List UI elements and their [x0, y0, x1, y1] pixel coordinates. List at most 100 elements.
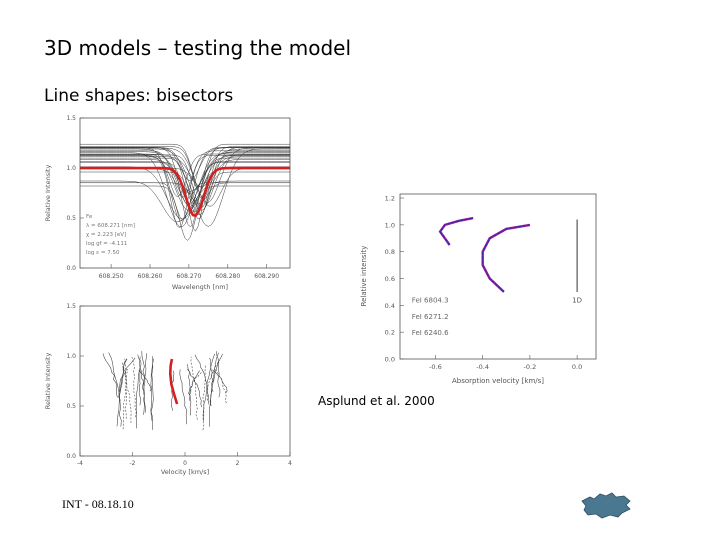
observed-bisector — [438, 216, 474, 246]
y-tick-label: 1.2 — [385, 195, 395, 203]
model-profile-line — [80, 143, 290, 188]
line-parameter-annotation: χ = 2.223 [eV] — [86, 232, 126, 238]
model-bisector-line — [209, 353, 223, 406]
line-id-label: FeI 6804.3 — [412, 297, 449, 305]
model-profile-line — [80, 154, 290, 209]
model-bisector-line — [135, 356, 141, 429]
x-tick-label: -0.6 — [429, 363, 442, 371]
y-tick-label: 0.4 — [385, 302, 395, 310]
y-axis-label: Relative intensity — [360, 246, 368, 307]
line-parameter-annotation: Fe — [86, 214, 93, 220]
y-tick-label: 1.5 — [66, 303, 76, 310]
x-tick-label: 608.250 — [99, 273, 124, 280]
model-profile-line — [80, 161, 290, 205]
x-tick-label: 2 — [236, 460, 240, 467]
reference-label: 1D — [572, 297, 582, 305]
model-bisector-line — [179, 369, 188, 425]
bisector-comparison-chart: -0.6 -0.4 -0.2 0.0 0.0 0.2 0.4 0.6 0.8 1.0 1.2 1D F… — [360, 193, 597, 385]
model-profile-line — [80, 153, 290, 197]
line-id-label: FeI 6271.2 — [412, 313, 449, 321]
model-bisector — [439, 217, 474, 246]
x-axis-label: Wavelength [nm] — [172, 283, 228, 291]
model-bisector-line — [170, 370, 175, 411]
x-tick-label: 0.0 — [572, 363, 582, 371]
model-profile-line — [80, 146, 290, 199]
model-profile-line — [80, 171, 290, 220]
y-tick-label: 1.0 — [66, 165, 76, 172]
y-tick-label: 0.2 — [385, 329, 395, 337]
model-bisector-line — [186, 368, 202, 408]
model-bisector-line — [131, 357, 137, 418]
model-bisector-line — [209, 357, 214, 392]
y-tick-label: 0.5 — [66, 215, 76, 222]
y-tick-label: 0.0 — [66, 265, 76, 272]
model-bisector-line — [123, 358, 127, 419]
model-profile-line — [80, 148, 290, 192]
model-bisector — [482, 224, 530, 293]
figure-credit: Asplund et al. 2000 — [318, 394, 435, 408]
footer-text: INT - 08.18.10 — [62, 497, 134, 511]
plot-frame — [399, 193, 597, 360]
y-tick-label: 0.0 — [385, 356, 395, 364]
highlight-bisector — [168, 358, 179, 405]
x-axis-label: Absorption velocity [km/s] — [452, 377, 544, 385]
logo-icon — [581, 492, 631, 519]
model-bisector-line — [150, 356, 154, 430]
model-bisector-line — [189, 370, 204, 395]
model-bisector-line — [141, 351, 146, 413]
model-bisector-line — [108, 352, 122, 427]
y-tick-label: 0.6 — [385, 275, 395, 283]
model-profile-line — [80, 185, 290, 241]
model-bisector-line — [150, 358, 154, 421]
line-parameter-annotation: log gf = -4.111 — [86, 241, 127, 247]
plot-frame — [79, 117, 291, 269]
slide-subtitle: Line shapes: bisectors — [44, 86, 234, 106]
y-tick-label: 1.0 — [385, 221, 395, 229]
model-bisector-line — [118, 357, 136, 397]
y-tick-label: 0.0 — [66, 453, 76, 460]
model-bisector-line — [137, 354, 145, 396]
line-parameter-annotation: log ε = 7.50 — [86, 250, 120, 256]
line-parameter-annotation: λ = 608.271 [nm] — [86, 223, 135, 229]
model-profile-line — [80, 146, 290, 215]
x-tick-label: -0.2 — [524, 363, 537, 371]
slide-title: 3D models – testing the model — [44, 36, 352, 60]
model-profile-line — [80, 182, 290, 205]
model-bisector-line — [216, 351, 221, 398]
highlight-profile — [80, 166, 290, 218]
model-bisector-line — [116, 358, 127, 427]
x-tick-label: -4 — [77, 460, 83, 467]
x-axis-label: Velocity [km/s] — [161, 468, 209, 476]
model-profile-line — [80, 156, 290, 188]
model-profile-line — [80, 155, 290, 229]
y-tick-label: 0.5 — [66, 403, 76, 410]
model-bisector-line — [102, 353, 118, 398]
x-tick-label: 0 — [183, 460, 187, 467]
model-bisector-line — [188, 370, 200, 401]
model-bisector-line — [138, 368, 141, 406]
bisector-velocity-chart: -4 -2 0 2 4 0.0 0.5 1.0 1.5 Velocity [km/s] Rela… — [44, 303, 292, 476]
line-id-label: FeI 6240.6 — [412, 329, 449, 337]
model-bisector-line — [122, 369, 129, 430]
model-profile-line — [80, 152, 290, 227]
model-profile-line — [80, 180, 290, 223]
model-bisector-line — [212, 369, 228, 393]
x-tick-label: 608.280 — [215, 273, 240, 280]
model-bisector-line — [214, 367, 227, 404]
y-tick-label: 0.8 — [385, 248, 395, 256]
x-tick-label: 4 — [288, 460, 292, 467]
x-tick-label: 608.270 — [176, 273, 201, 280]
model-bisector-line — [202, 364, 207, 431]
model-bisector-line — [190, 356, 198, 420]
x-tick-label: -0.4 — [476, 363, 489, 371]
model-bisector-line — [187, 364, 192, 416]
line-profile-chart: 608.250 608.260 608.270 608.280 608.290 0.0 0.… — [44, 115, 291, 291]
observed-bisector — [481, 223, 531, 293]
model-bisector-line — [194, 354, 210, 405]
model-bisector-line — [138, 370, 152, 392]
plot-frame — [79, 305, 291, 457]
model-bisector-line — [143, 353, 147, 415]
x-tick-label: -2 — [130, 460, 136, 467]
y-axis-label: Relative Intensity — [44, 165, 52, 222]
y-axis-label: Relative Intensity — [44, 353, 52, 410]
